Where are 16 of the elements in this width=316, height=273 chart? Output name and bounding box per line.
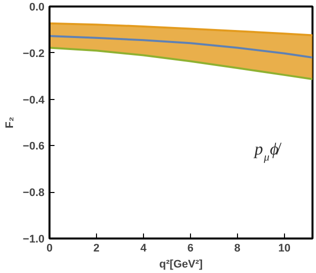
y-tick-label: −0.4 — [22, 94, 46, 106]
x-axis-title: q²[GeV²] — [159, 258, 204, 270]
x-tick-label: 6 — [187, 242, 194, 254]
x-tick-label: 4 — [140, 242, 148, 254]
line-series — [50, 46, 312, 80]
y-tick-label: −0.8 — [22, 187, 45, 200]
y-tick-label: 0.0 — [29, 2, 45, 14]
line-series — [50, 34, 312, 59]
y-tick-label: −1.0 — [22, 234, 45, 246]
y-axis-title: F₂ — [4, 116, 16, 128]
x-tick-label: 8 — [234, 242, 240, 254]
x-tick-label: 0 — [46, 242, 53, 254]
y-tick-label: −0.6 — [22, 140, 45, 153]
x-tick-label: 2 — [93, 242, 100, 254]
x-tick-label: 10 — [278, 242, 290, 254]
y-tick-label: −0.2 — [22, 48, 45, 60]
